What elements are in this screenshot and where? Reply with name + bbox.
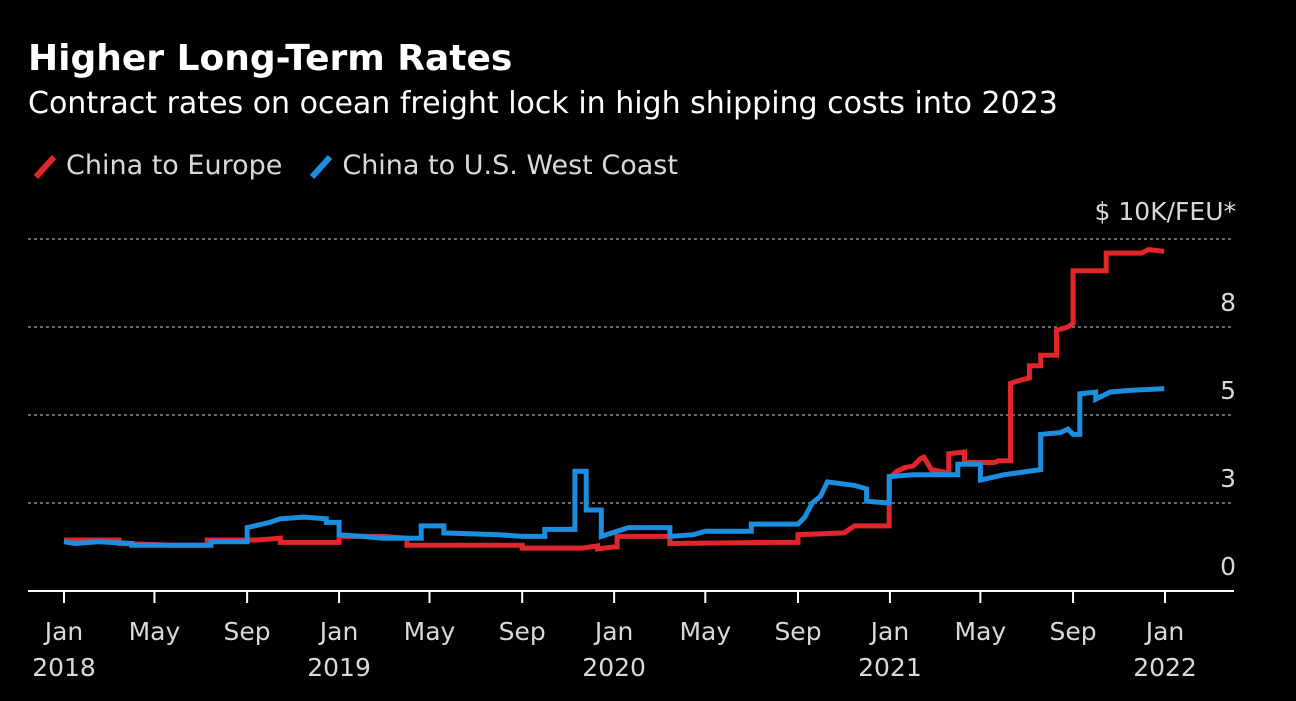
y-axis-ticks: 8 5 3 0 <box>1220 288 1236 581</box>
x-tick-label-month: Sep <box>224 617 271 646</box>
x-tick-label-month: May <box>955 617 1007 646</box>
x-tick-label-month: Jan <box>43 617 84 646</box>
x-tick-label-month: May <box>404 617 456 646</box>
series-line-europe <box>64 247 1165 552</box>
x-tick-label-month: May <box>679 617 731 646</box>
legend: China to Europe China to U.S. West Coast <box>28 150 700 181</box>
legend-label-us-west-coast: China to U.S. West Coast <box>342 150 678 181</box>
x-axis-ticks: Jan 2018 May Sep Jan 2019 May Sep Jan 2020 May Sep J… <box>32 591 1197 682</box>
legend-item-us-west-coast: China to U.S. West Coast <box>304 150 678 181</box>
grid-lines <box>28 238 1234 504</box>
legend-swatch-europe <box>33 154 57 179</box>
legend-swatch-us-west-coast <box>310 154 333 179</box>
legend-label-europe: China to Europe <box>66 150 283 181</box>
x-tick-label-year: 2022 <box>1133 653 1197 682</box>
x-tick-label-year: 2020 <box>582 653 646 682</box>
y-tick-label: 5 <box>1220 376 1236 405</box>
x-tick-label-month: Sep <box>774 617 821 646</box>
series-lines <box>63 247 1165 552</box>
x-tick-label-year: 2018 <box>32 653 96 682</box>
y-tick-label: 0 <box>1220 552 1236 581</box>
series-line-us-west-coast <box>63 386 1165 548</box>
x-tick-label-year: 2021 <box>858 653 922 682</box>
x-tick-label-month: Jan <box>318 617 359 646</box>
x-tick-label-month: Sep <box>1049 617 1096 646</box>
x-tick-label-month: Jan <box>593 617 634 646</box>
chart-title: Higher Long-Term Rates <box>28 38 513 79</box>
y-tick-label: 3 <box>1220 464 1236 493</box>
legend-item-europe: China to Europe <box>28 150 282 181</box>
chart-subtitle: Contract rates on ocean freight lock in … <box>28 86 1058 121</box>
x-tick-label-month: Jan <box>869 617 910 646</box>
x-tick-label-year: 2019 <box>307 653 371 682</box>
unit-label: $ 10K/FEU* <box>1095 197 1236 226</box>
y-tick-label: 8 <box>1220 288 1236 317</box>
x-tick-label-month: Jan <box>1144 617 1185 646</box>
x-tick-label-month: May <box>129 617 181 646</box>
x-tick-label-month: Sep <box>499 617 546 646</box>
